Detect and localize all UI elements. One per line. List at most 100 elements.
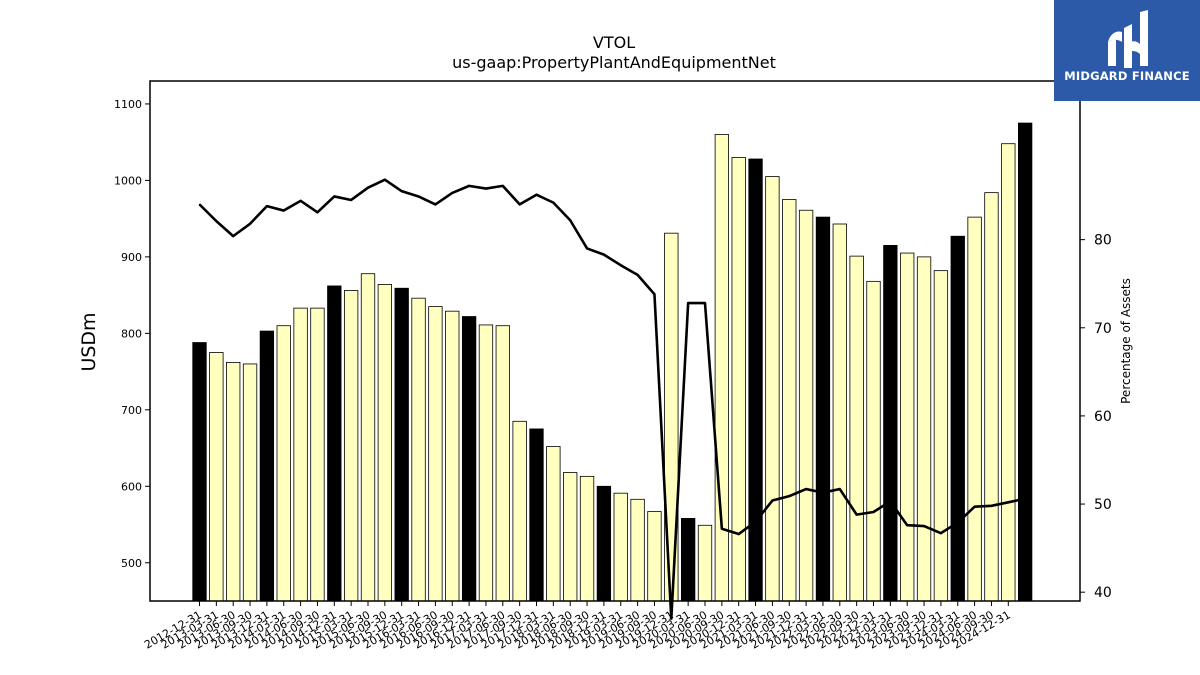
line-point — [872, 511, 875, 513]
bar — [192, 342, 207, 602]
bar — [242, 363, 258, 602]
line-point — [889, 500, 891, 503]
bar — [343, 290, 359, 602]
line-point — [401, 190, 403, 192]
line-point — [721, 528, 723, 530]
line-point — [1007, 501, 1009, 503]
line-point — [232, 235, 234, 237]
line-point — [687, 302, 689, 304]
y-tick-label: 800 — [121, 327, 142, 340]
bar — [765, 176, 780, 602]
line-point — [552, 202, 554, 204]
bar — [1001, 143, 1016, 602]
bar — [967, 216, 982, 602]
y-axis-ticks: 500 600 700 800 900 1000 1100 — [114, 98, 150, 570]
bar — [815, 216, 831, 602]
line-point — [822, 491, 824, 494]
bar — [849, 255, 864, 602]
x-axis-ticks: 2012-12-312013-03-312013-06-302013-09-30… — [142, 601, 1013, 652]
plot-frame — [149, 80, 1081, 602]
bar — [461, 316, 477, 602]
bar — [832, 223, 847, 602]
bar — [276, 325, 291, 602]
bar — [866, 280, 881, 602]
bar — [546, 446, 561, 602]
line-point — [653, 293, 656, 295]
line-point — [333, 195, 335, 198]
line-point — [535, 194, 538, 196]
line-point — [670, 618, 672, 620]
line-point — [805, 488, 807, 490]
line-point — [754, 521, 757, 523]
chart-title: VTOL — [593, 33, 635, 52]
line-point — [788, 495, 790, 497]
bar — [596, 485, 612, 602]
bar — [613, 492, 628, 602]
line-point — [704, 302, 706, 304]
y-tick-label: 600 — [121, 480, 142, 493]
y2-tick-label: 60 — [1094, 409, 1112, 425]
line-point — [434, 203, 436, 205]
bar — [411, 297, 426, 602]
bar — [377, 284, 393, 602]
bar — [293, 307, 308, 602]
bar — [428, 306, 443, 602]
y-tick-label: 700 — [121, 404, 142, 417]
bar — [259, 330, 275, 602]
line-point — [215, 220, 217, 222]
line-point — [839, 488, 841, 490]
chart-subtitle: us-gaap:PropertyPlantAndEquipmentNet — [452, 53, 776, 72]
bar — [697, 524, 713, 602]
bar — [310, 307, 325, 602]
bar — [445, 310, 460, 602]
bar — [950, 235, 965, 602]
y2-tick-label: 40 — [1094, 585, 1112, 601]
bar — [916, 256, 932, 602]
line-point — [771, 499, 774, 502]
line-point — [198, 203, 201, 205]
line-point — [519, 203, 521, 205]
bar — [798, 209, 814, 602]
bar — [984, 192, 999, 602]
bar — [900, 252, 915, 602]
line-point — [468, 185, 470, 187]
line-point — [316, 211, 319, 213]
bar — [563, 472, 578, 602]
midgard-finance-logo: MIDGARD FINANCE — [1054, 0, 1200, 101]
line-point — [974, 506, 976, 508]
line-point — [1024, 498, 1026, 500]
bar — [579, 475, 595, 602]
bar — [512, 420, 527, 602]
line-point — [940, 532, 942, 534]
bar — [226, 362, 241, 602]
bar-series — [192, 122, 1033, 602]
bar — [681, 518, 696, 602]
line-point — [586, 247, 588, 250]
line-point — [367, 187, 369, 189]
bar — [748, 158, 763, 602]
bar — [933, 270, 949, 602]
line-point — [266, 205, 268, 207]
line-point — [990, 505, 993, 507]
y-tick-label: 1000 — [114, 174, 142, 187]
bar — [360, 273, 376, 602]
percentage-line — [198, 178, 1026, 620]
line-point — [451, 192, 453, 194]
line-point — [923, 525, 925, 527]
line-point — [603, 254, 605, 256]
y-tick-label: 1100 — [114, 98, 142, 111]
line-point — [384, 179, 386, 181]
bar — [647, 511, 662, 602]
line-point — [417, 195, 420, 198]
line-point — [620, 264, 622, 266]
logo-text: MIDGARD FINANCE — [1064, 69, 1190, 83]
bar — [782, 199, 797, 602]
y-tick-label: 500 — [121, 557, 142, 570]
line-point — [300, 200, 302, 202]
line-series — [198, 178, 1026, 620]
line-point — [502, 185, 504, 187]
line-point — [283, 209, 285, 212]
line-point — [738, 533, 740, 535]
bar — [529, 428, 544, 602]
